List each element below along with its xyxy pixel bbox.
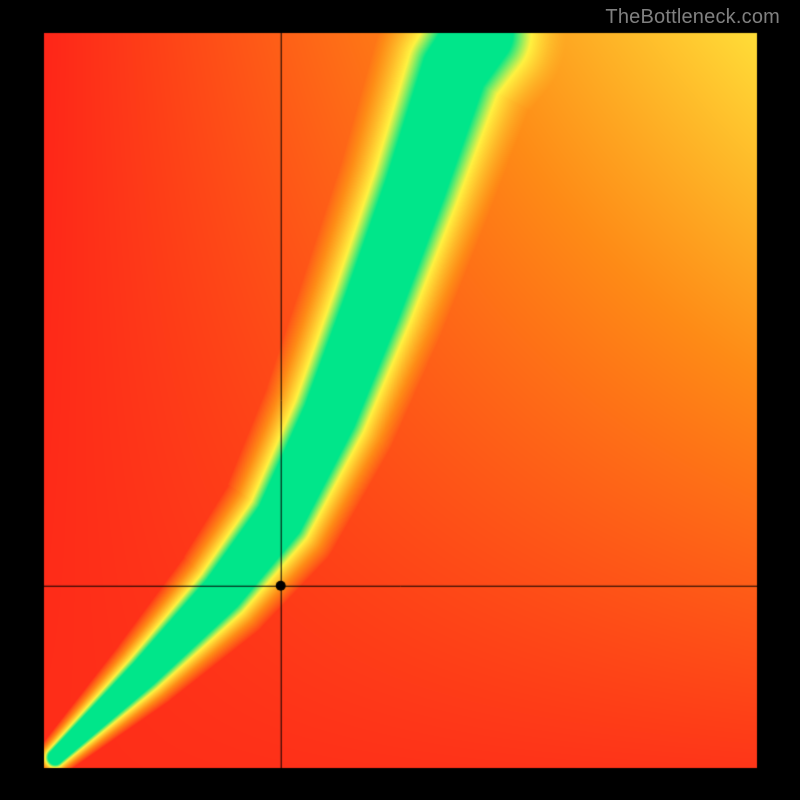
watermark-text: TheBottleneck.com bbox=[605, 6, 780, 29]
chart-container: TheBottleneck.com bbox=[0, 0, 800, 800]
heatmap-canvas bbox=[0, 0, 800, 800]
